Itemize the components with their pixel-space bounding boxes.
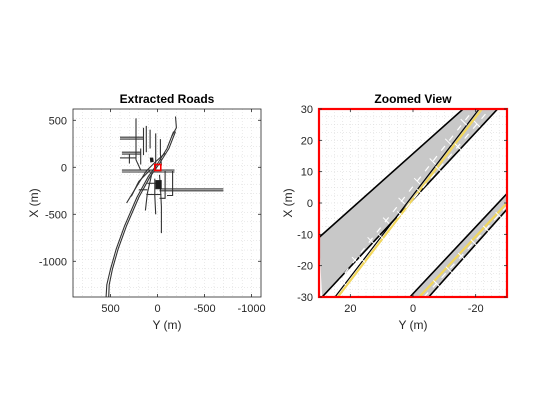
axes-zoomed-view: 20 0 -20 30 20 10 0 -10 -20 -30 Zoomed View Y (m)… <box>281 92 509 332</box>
roads-right <box>319 109 507 297</box>
y-axis-label-right: X (m) <box>281 188 295 217</box>
axes-box-left <box>72 108 262 298</box>
center-line-yellow <box>336 109 483 297</box>
x-tick-label: 0 <box>155 303 161 315</box>
y-tick-label: 500 <box>49 115 67 127</box>
x-tick-label: -500 <box>194 303 216 315</box>
x-tick-label: 500 <box>101 303 119 315</box>
y-tick-label: 10 <box>301 167 313 179</box>
lane-hash-mark <box>444 138 452 146</box>
lane-hash-mark <box>351 256 359 264</box>
ticks-right: 20 0 -20 30 20 10 0 -10 -20 -30 <box>297 104 507 315</box>
y-tick-label: -1000 <box>39 256 67 268</box>
lane-hash-mark <box>382 217 390 224</box>
y-tick-label: 20 <box>301 135 313 147</box>
road-line <box>135 118 142 171</box>
lane-hash-mark <box>435 165 442 173</box>
lane-hash-mark <box>339 278 347 286</box>
y-tick-label: 30 <box>301 104 313 116</box>
lane-divider <box>329 109 491 297</box>
y-tick-label: -500 <box>45 209 67 221</box>
roads-left <box>105 116 224 297</box>
y-tick-label: 0 <box>61 162 67 174</box>
road-line <box>159 171 166 199</box>
lane-hash-mark <box>416 188 423 196</box>
lane-hash-mark <box>460 118 468 126</box>
y-tick-label: 0 <box>307 198 313 210</box>
lane-hash-mark <box>473 120 481 128</box>
chart-title-left: Extracted Roads <box>120 92 215 106</box>
road-junction <box>149 157 154 163</box>
y-tick-label: -30 <box>297 292 313 304</box>
lane-hash-mark <box>495 211 503 219</box>
axes-extracted-roads: 500 0 -500 -1000 500 0 -500 -1000 Extracted Roa… <box>27 92 266 332</box>
road-line <box>167 171 174 197</box>
lane-hash-mark <box>367 236 374 244</box>
highlight-box <box>153 163 162 172</box>
lane-hash-mark <box>396 210 404 218</box>
x-tick-label: -20 <box>468 303 484 315</box>
road-edge <box>319 109 464 239</box>
chart-title-right: Zoomed View <box>374 92 452 106</box>
x-axis-label-right: Y (m) <box>398 318 427 332</box>
lane-hash-mark <box>398 197 405 205</box>
road-line <box>130 169 151 197</box>
ticks-left: 500 0 -500 -1000 500 0 -500 -1000 <box>39 109 266 315</box>
lane-hash-mark <box>457 252 465 260</box>
road-line <box>144 172 153 211</box>
lane-hash-mark <box>377 233 385 241</box>
x-tick-label: 0 <box>410 303 416 315</box>
lane-hash-mark <box>358 256 366 263</box>
road-junction <box>155 180 162 190</box>
lane-hash-mark <box>454 143 462 150</box>
lane-hash-mark <box>445 266 453 274</box>
lane-hash-mark <box>470 239 478 246</box>
road-line <box>154 178 157 215</box>
x-axis-label-left: Y (m) <box>152 318 181 332</box>
y-tick-label: -20 <box>297 261 313 273</box>
y-axis-label-left: X (m) <box>27 188 41 217</box>
lane-hash-mark <box>413 177 421 185</box>
road-edge <box>409 193 507 297</box>
road-line <box>108 131 177 297</box>
lane-hash-mark <box>433 280 440 287</box>
grid-left <box>73 109 261 297</box>
lane-hash-mark <box>482 225 490 233</box>
y-tick-label: -10 <box>297 229 313 241</box>
lane-divider <box>344 109 475 274</box>
road-edge <box>428 208 507 297</box>
road-line <box>159 139 162 166</box>
road-line <box>171 116 177 137</box>
road-center-edge <box>334 109 480 297</box>
x-tick-label: 20 <box>344 303 356 315</box>
x-tick-label: -1000 <box>238 303 266 315</box>
lane-hash-mark <box>429 158 437 165</box>
